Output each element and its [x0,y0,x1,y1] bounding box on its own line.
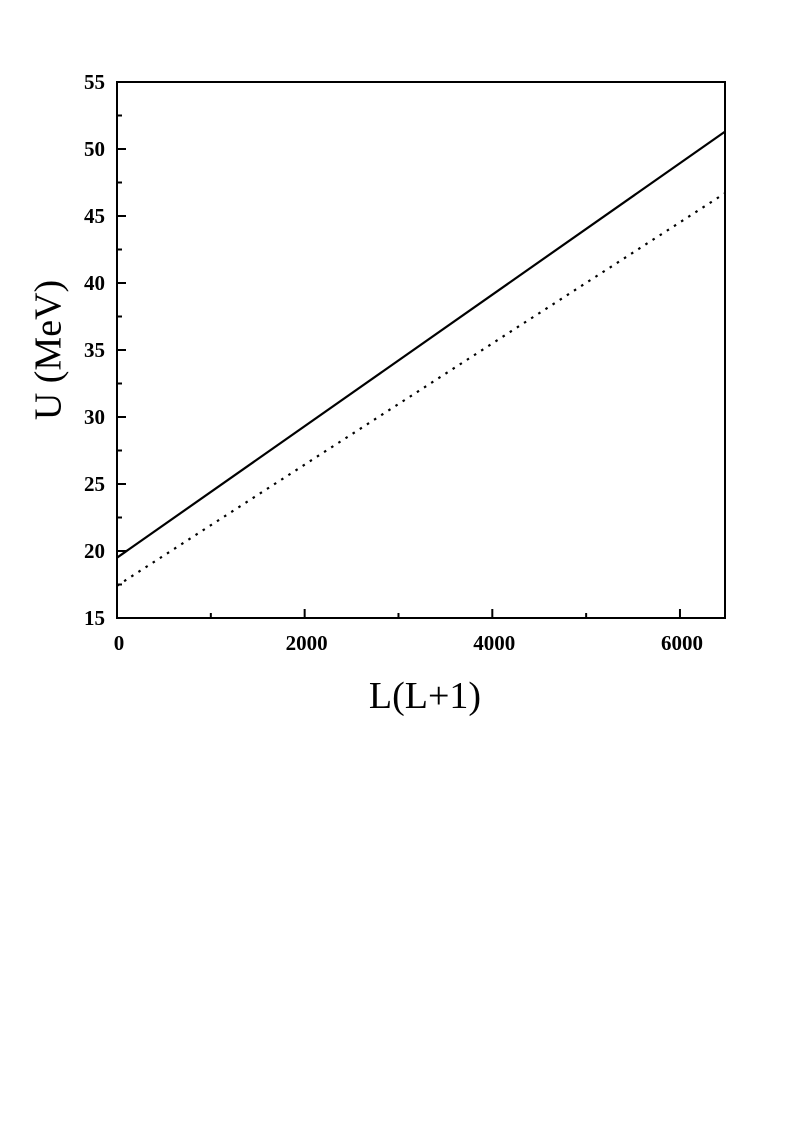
plot-area: 15 20 25 30 35 40 45 50 55 0 2000 4000 6000 [84,70,726,655]
x-axis: 0 2000 4000 6000 [114,609,703,655]
x-tick-label: 6000 [661,631,703,655]
dotted-series-line [116,192,726,587]
y-axis: 15 20 25 30 35 40 45 50 55 [84,70,126,630]
series-lines [116,130,726,587]
y-tick-label: 20 [84,539,105,563]
y-axis-title: U (MeV) [28,280,70,420]
x-axis-title: L(L+1) [369,675,481,717]
y-tick-label: 55 [84,70,105,94]
plot-frame [116,81,726,619]
y-tick-label: 35 [84,338,105,362]
y-tick-label: 30 [84,405,105,429]
y-tick-label: 40 [84,271,105,295]
y-tick-label: 15 [84,606,105,630]
y-tick-label: 25 [84,472,105,496]
y-tick-label: 50 [84,137,105,161]
y-tick-label: 45 [84,204,105,228]
solid-series-line [116,130,726,559]
x-tick-label: 2000 [286,631,328,655]
x-tick-label: 4000 [473,631,515,655]
x-tick-label: 0 [114,631,125,655]
